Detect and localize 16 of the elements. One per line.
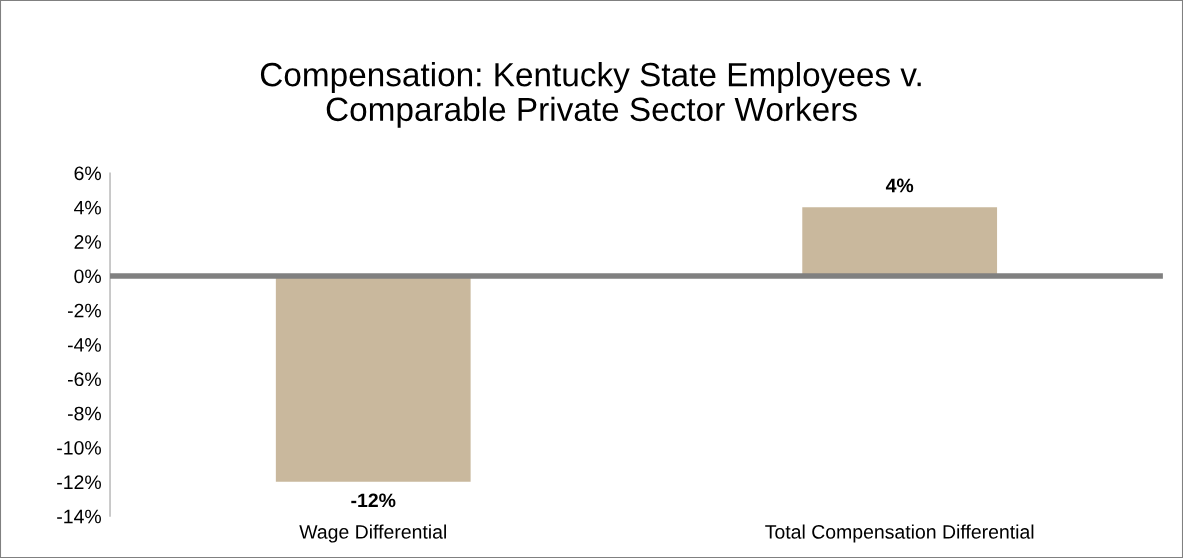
y-tick-label: -6% xyxy=(67,372,101,387)
x-tick-label: Wage Differential xyxy=(299,524,446,543)
chart-title: Compensation: Kentucky State Employees v. Comparable Private Sector Workers xyxy=(260,61,921,128)
y-tick-label: -4% xyxy=(67,338,101,352)
x-tick-label: Total Compensation Differential xyxy=(765,524,1034,543)
y-tick-label: 4% xyxy=(74,200,101,215)
y-tick-label: -14% xyxy=(57,509,101,524)
y-tick-label: 0% xyxy=(74,269,101,284)
data-label: -12% xyxy=(351,493,396,508)
y-tick-label: -2% xyxy=(67,303,101,318)
y-tick-label: 2% xyxy=(74,235,101,249)
y-tick-label: -10% xyxy=(57,440,101,455)
y-tick-label: 6% xyxy=(74,166,101,181)
y-tick-label: -8% xyxy=(67,406,101,421)
y-tick-label: -12% xyxy=(57,475,101,489)
data-label: 4% xyxy=(885,178,914,193)
